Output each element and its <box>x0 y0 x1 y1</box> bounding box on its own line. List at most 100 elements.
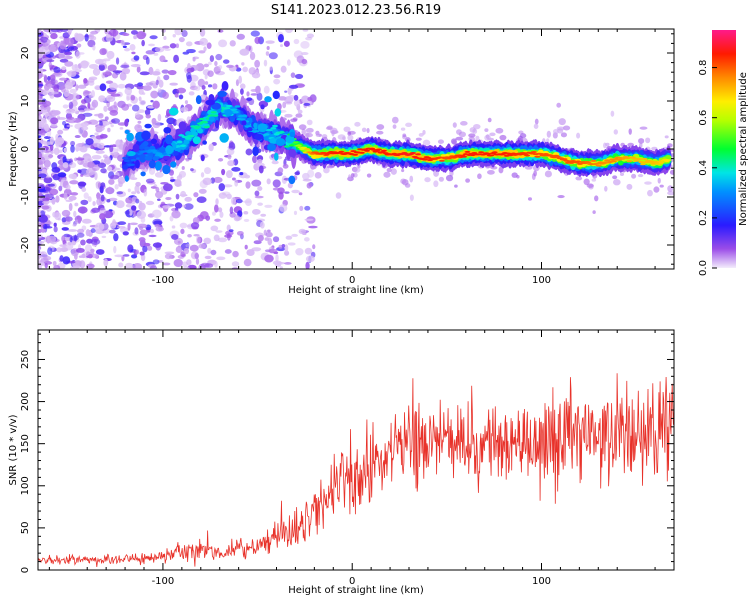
noise-blob <box>133 55 140 61</box>
ridge-cell <box>123 159 130 162</box>
noise-blob <box>120 39 125 46</box>
noise-blob <box>273 78 281 85</box>
noise-blob <box>69 88 77 94</box>
noise-blob <box>98 64 105 72</box>
noise-blob <box>38 262 45 266</box>
haze-blob <box>437 139 444 144</box>
snr-y-tick-label-0: 0 <box>20 567 31 573</box>
haze-blob <box>653 186 660 193</box>
haze-blob <box>591 178 597 182</box>
noise-blob <box>141 39 145 47</box>
noise-blob <box>176 87 187 94</box>
noise-blob <box>181 166 185 170</box>
noise-blob <box>294 171 300 176</box>
haze-blob <box>352 167 361 173</box>
noise-blob <box>304 247 313 255</box>
ridge-cell <box>639 163 646 166</box>
noise-blob <box>44 46 49 51</box>
noise-blob <box>131 51 136 55</box>
noise-blob <box>48 154 54 159</box>
noise-blob <box>59 29 69 33</box>
noise-blob <box>118 262 124 268</box>
noise-blob <box>124 87 132 96</box>
colorbar-tick-label-0: 0.0 <box>698 260 709 276</box>
arc-blob <box>126 150 136 157</box>
ridge-cell <box>641 157 648 160</box>
ridge-cell <box>246 125 253 128</box>
arc-blob <box>131 205 137 211</box>
noise-blob <box>38 240 45 245</box>
haze-blob <box>409 194 414 201</box>
ridge-cell <box>283 145 290 148</box>
noise-blob <box>62 128 69 131</box>
noise-blob <box>46 129 52 137</box>
haze-blob <box>664 135 669 139</box>
ridge-cell <box>626 160 633 163</box>
haze-blob <box>418 133 424 137</box>
haze-blob <box>575 176 583 181</box>
ridge-cell <box>352 153 359 156</box>
haze-blob <box>335 192 342 199</box>
noise-blob <box>215 53 223 61</box>
noise-blob <box>108 29 119 37</box>
noise-blob <box>83 173 92 177</box>
arc-blob <box>141 130 151 141</box>
ridge-cell <box>488 154 495 157</box>
noise-blob <box>207 61 212 66</box>
noise-blob <box>115 200 125 209</box>
noise-blob <box>295 113 303 118</box>
noise-blob <box>226 224 231 232</box>
ridge-cell <box>604 159 611 162</box>
noise-blob <box>64 81 73 90</box>
noise-blob <box>163 35 167 40</box>
noise-blob <box>154 223 160 228</box>
noise-blob <box>127 188 131 193</box>
noise-blob <box>209 55 215 63</box>
noise-blob <box>151 71 161 76</box>
noise-blob <box>178 36 185 43</box>
haze-blob <box>644 181 652 185</box>
haze-blob <box>556 102 562 108</box>
ridge-cell <box>537 152 544 155</box>
noise-blob <box>275 254 279 262</box>
ridge-cell <box>278 130 285 134</box>
noise-blob <box>63 147 67 153</box>
noise-blob <box>199 211 209 220</box>
noise-blob <box>288 84 299 89</box>
noise-blob <box>91 154 102 160</box>
noise-blob <box>140 216 146 223</box>
noise-blob <box>104 116 109 121</box>
snr-y-tick-label-2: 100 <box>20 476 31 495</box>
haze-blob <box>552 128 559 135</box>
noise-blob <box>231 261 240 267</box>
noise-blob <box>51 166 61 173</box>
noise-blob <box>113 233 119 242</box>
ridge-cell <box>610 160 617 163</box>
noise-blob <box>157 113 162 122</box>
noise-blob <box>148 234 157 238</box>
noise-blob <box>246 249 255 256</box>
ridge-cell <box>409 151 416 154</box>
noise-blob <box>291 189 300 194</box>
noise-blob <box>161 69 169 74</box>
noise-blob <box>88 92 93 99</box>
arc-blob <box>253 122 258 129</box>
noise-blob <box>156 198 161 201</box>
noise-blob <box>93 113 103 117</box>
arc-blob <box>274 108 282 117</box>
arc-blob <box>273 152 279 161</box>
noise-blob <box>91 135 97 140</box>
noise-blob <box>181 29 188 37</box>
noise-blob <box>277 167 284 174</box>
noise-blob <box>167 69 177 76</box>
noise-blob <box>43 159 51 168</box>
noise-blob <box>279 266 283 269</box>
noise-blob <box>90 228 96 233</box>
noise-blob <box>155 79 159 86</box>
arc-blob <box>217 90 227 98</box>
haze-blob <box>376 124 385 130</box>
ridge-cell <box>665 159 672 162</box>
noise-blob <box>63 242 74 251</box>
noise-blob <box>145 50 156 55</box>
noise-blob <box>80 174 84 177</box>
